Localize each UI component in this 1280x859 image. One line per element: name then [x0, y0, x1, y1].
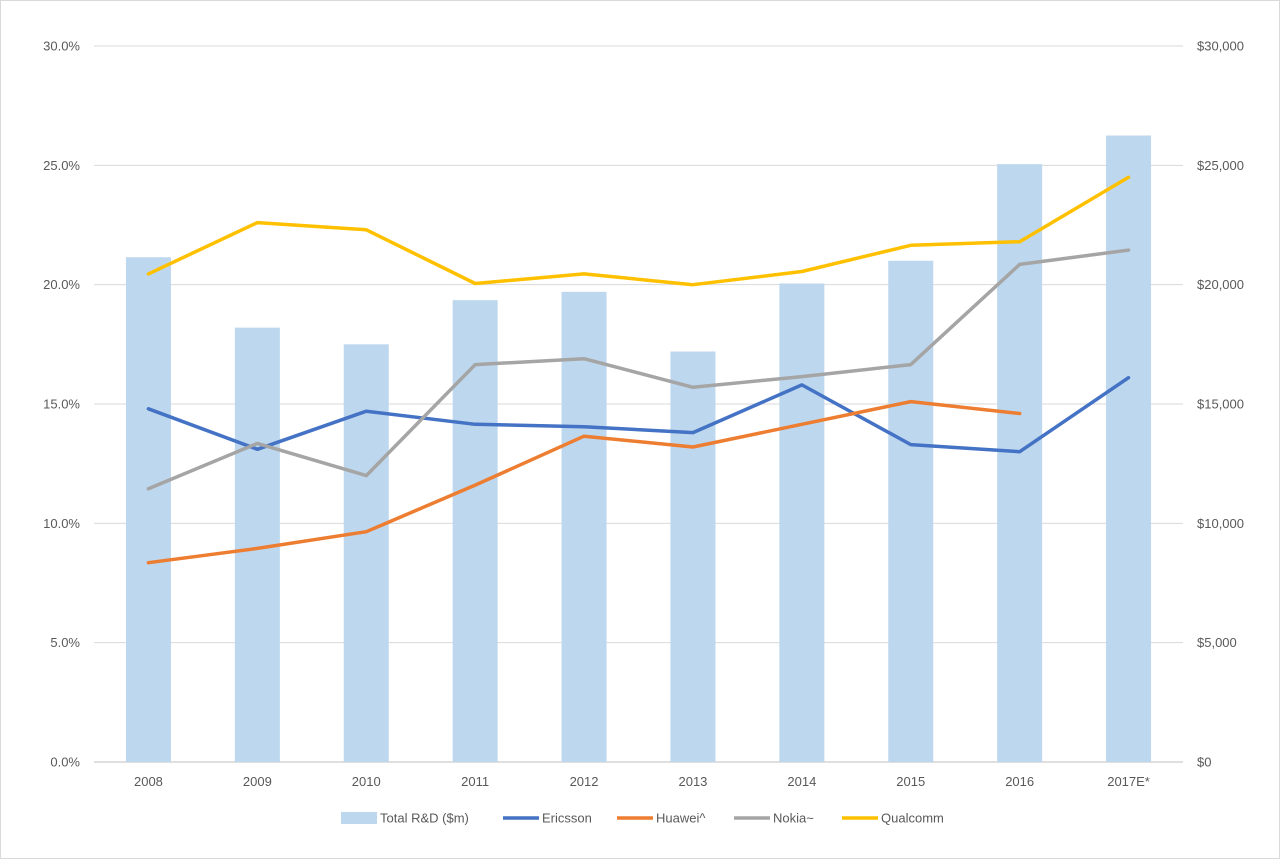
legend-label: Total R&D ($m) — [380, 811, 469, 826]
line-huawei — [146, 399, 1022, 565]
right-axis-tick-label: $15,000 — [1197, 397, 1244, 412]
x-axis-tick-label: 2008 — [134, 774, 163, 789]
legend-label: Qualcomm — [881, 811, 944, 826]
line-qualcomm — [146, 175, 1131, 287]
left-axis-tick-label: 0.0% — [50, 755, 80, 770]
right-axis-tick-label: $25,000 — [1197, 158, 1244, 173]
x-axis-ticks: 2008 2009 2010 2011 2012 2013 2014 2015 2016 2017… — [134, 774, 1150, 789]
line-series — [146, 175, 1131, 565]
right-axis-tick-label: $5,000 — [1197, 635, 1237, 650]
bar-total-rd — [888, 260, 934, 762]
x-axis-tick-label: 2012 — [570, 774, 599, 789]
bar-total-rd — [125, 257, 171, 762]
left-axis-tick-label: 15.0% — [43, 397, 80, 412]
bar-total-rd — [561, 291, 607, 762]
left-axis-tick-label: 10.0% — [43, 516, 80, 531]
left-axis-ticks: 0.0% 5.0% 10.0% 15.0% 20.0% 25.0% 30.0% — [43, 39, 80, 770]
right-axis-ticks: $0 $5,000 $10,000 $15,000 $20,000 $25,000 $30,… — [1197, 39, 1244, 770]
legend-label: Nokia~ — [773, 811, 814, 826]
x-axis-tick-label: 2016 — [1005, 774, 1034, 789]
left-axis-tick-label: 20.0% — [43, 277, 80, 292]
bar-total-rd — [670, 351, 716, 762]
left-axis-tick-label: 5.0% — [50, 635, 80, 650]
right-axis-tick-label: $20,000 — [1197, 277, 1244, 292]
x-axis-tick-label: 2013 — [678, 774, 707, 789]
left-axis-tick-label: 30.0% — [43, 39, 80, 54]
x-axis-tick-label: 2015 — [896, 774, 925, 789]
line-nokia — [146, 248, 1131, 491]
line-ericsson — [146, 375, 1131, 454]
x-axis-tick-label: 2009 — [243, 774, 272, 789]
bar-total-rd — [997, 164, 1043, 762]
bar-total-rd — [779, 283, 825, 762]
right-axis-tick-label: $30,000 — [1197, 39, 1244, 54]
x-axis-tick-label: 2011 — [461, 774, 489, 789]
x-axis-tick-label: 2010 — [352, 774, 381, 789]
bar-total-rd — [1106, 135, 1152, 762]
legend-label: Huawei^ — [656, 811, 706, 826]
bar-total-rd — [343, 344, 389, 762]
bar-series — [125, 135, 1152, 762]
legend-label: Ericsson — [542, 811, 592, 826]
right-axis-tick-label: $0 — [1197, 755, 1211, 770]
left-axis-tick-label: 25.0% — [43, 158, 80, 173]
right-axis-tick-label: $10,000 — [1197, 516, 1244, 531]
x-axis-tick-label: 2014 — [787, 774, 816, 789]
x-axis-tick-label: 2017E* — [1107, 774, 1150, 789]
legend: Total R&D ($m) Ericsson Huawei^ Nokia~ Qualc… — [341, 811, 944, 826]
bar-total-rd — [452, 300, 498, 762]
legend-swatch — [341, 812, 377, 824]
